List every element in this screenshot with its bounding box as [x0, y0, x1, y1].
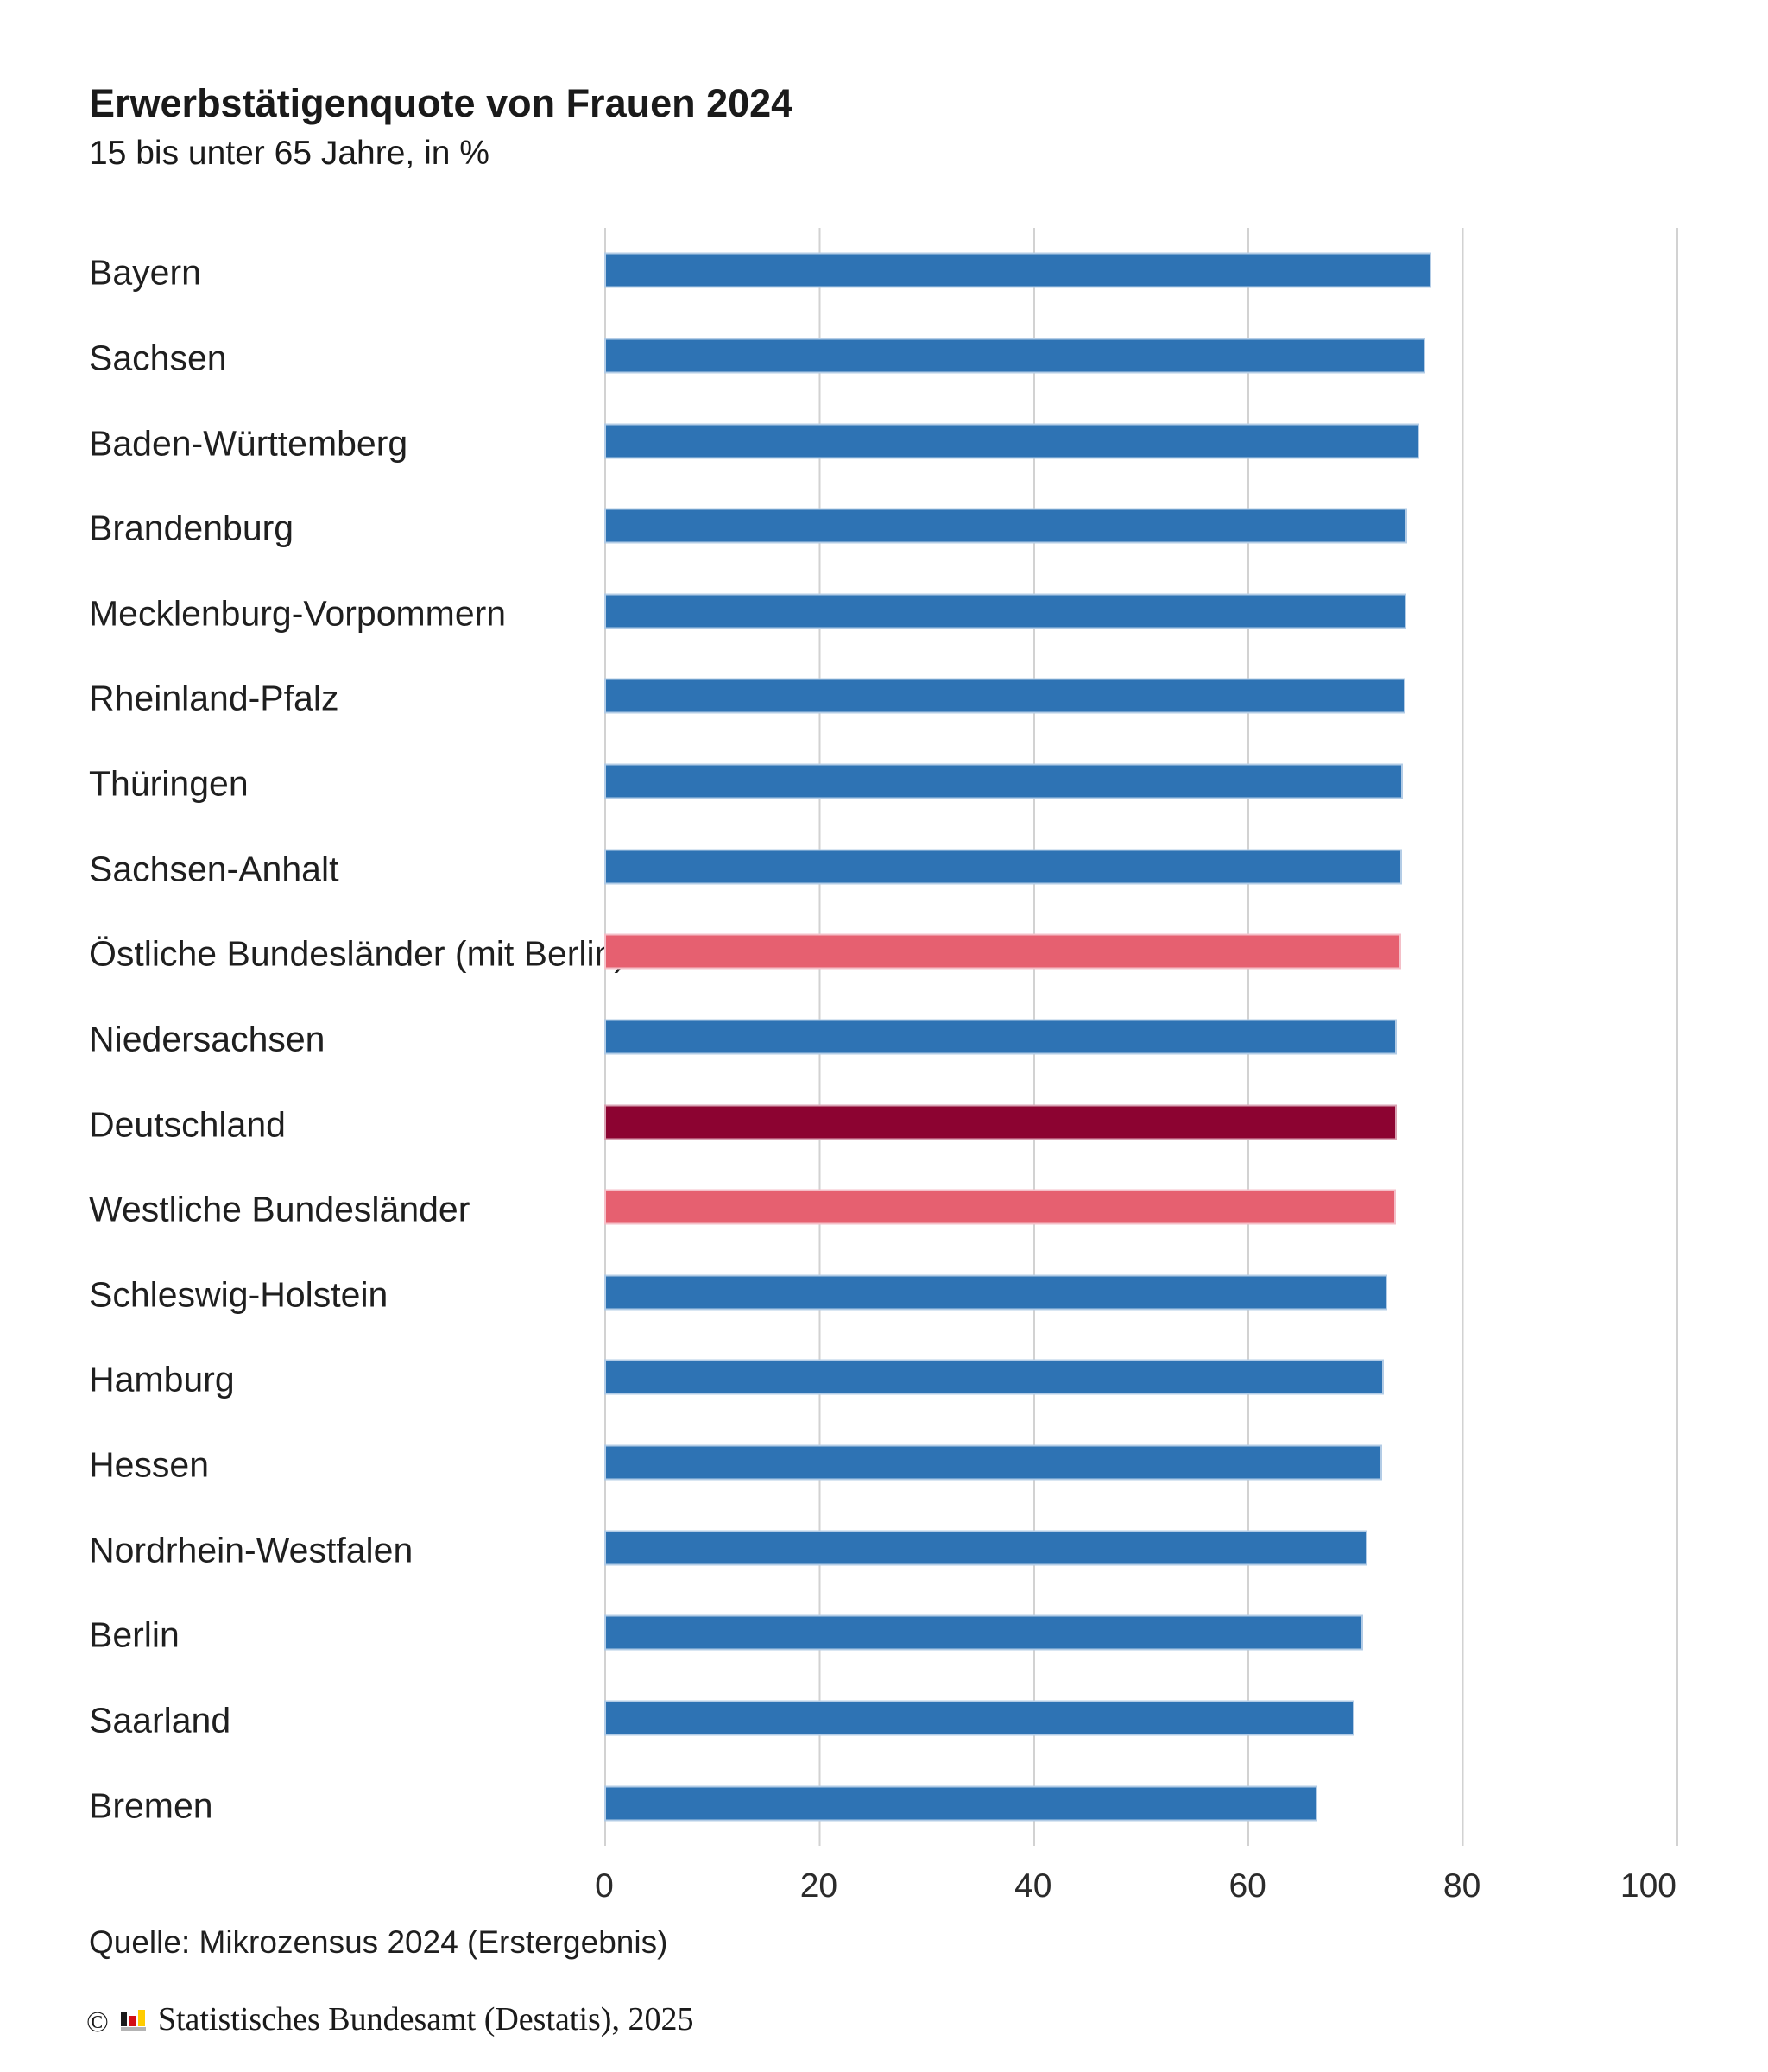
- bar-nordrhein-westfalen: [604, 1530, 1368, 1566]
- chart-row: Deutschland: [0, 1079, 1768, 1165]
- category-label: Schleswig-Holstein: [89, 1274, 388, 1315]
- chart-row: Mecklenburg-Vorpommern: [0, 569, 1768, 654]
- bar-östliche-bundesländer-mit-berlin-: [604, 933, 1401, 970]
- bar-hessen: [604, 1444, 1382, 1481]
- chart-row: Östliche Bundesländer (mit Berlin): [0, 909, 1768, 995]
- category-label: Saarland: [89, 1700, 231, 1740]
- logo-bar-black: [120, 2011, 127, 2026]
- category-label: Hamburg: [89, 1359, 235, 1399]
- destatis-logo-icon: [120, 2008, 146, 2031]
- chart-row: Sachsen-Anhalt: [0, 824, 1768, 909]
- chart-row: Nordrhein-Westfalen: [0, 1505, 1768, 1590]
- x-tick-label: 20: [799, 1867, 838, 1905]
- x-tick-label: 40: [1014, 1867, 1052, 1905]
- copyright-line: © Statistisches Bundesamt (Destatis), 20…: [86, 2001, 693, 2039]
- category-label: Westliche Bundesländer: [89, 1189, 470, 1229]
- bar-saarland: [604, 1700, 1355, 1736]
- x-tick-label: 60: [1228, 1867, 1266, 1905]
- logo-bar-yellow: [137, 2009, 145, 2026]
- copyright-text: Statistisches Bundesamt (Destatis), 2025: [157, 2001, 694, 2037]
- chart-row: Schleswig-Holstein: [0, 1250, 1768, 1336]
- x-tick-label: 100: [1620, 1867, 1676, 1905]
- category-label: Berlin: [89, 1614, 180, 1655]
- bar-sachsen-anhalt: [604, 849, 1402, 885]
- bar-thüringen: [604, 763, 1404, 799]
- bar-sachsen: [604, 338, 1426, 374]
- chart-row: Brandenburg: [0, 483, 1768, 569]
- category-label: Mecklenburg-Vorpommern: [89, 593, 507, 634]
- category-label: Östliche Bundesländer (mit Berlin): [89, 933, 627, 974]
- bar-berlin: [604, 1614, 1364, 1651]
- chart-row: Thüringen: [0, 739, 1768, 824]
- bar-brandenburg: [604, 508, 1408, 544]
- chart-row: Bremen: [0, 1760, 1768, 1846]
- bar-deutschland: [604, 1104, 1397, 1140]
- chart-row: Berlin: [0, 1590, 1768, 1676]
- category-label: Niedersachsen: [89, 1019, 325, 1059]
- x-tick-label: 80: [1443, 1867, 1481, 1905]
- category-label: Brandenburg: [89, 508, 294, 548]
- logo-bar-red: [129, 2015, 136, 2026]
- chart-row: Niedersachsen: [0, 995, 1768, 1080]
- bar-bayern: [604, 252, 1431, 288]
- chart-row: Hamburg: [0, 1335, 1768, 1420]
- chart-row: Hessen: [0, 1420, 1768, 1506]
- bar-baden-württemberg: [604, 423, 1419, 459]
- chart-row: Bayern: [0, 228, 1768, 313]
- chart-rows: Bayern Sachsen Baden-Württemberg Branden…: [0, 228, 1768, 1846]
- bar-chart: Bayern Sachsen Baden-Württemberg Branden…: [0, 228, 1768, 1846]
- category-label: Bayern: [89, 252, 201, 293]
- chart-row: Saarland: [0, 1676, 1768, 1761]
- copyright-symbol: ©: [86, 2006, 109, 2038]
- category-label: Rheinland-Pfalz: [89, 678, 339, 718]
- logo-base: [120, 2026, 146, 2031]
- category-label: Sachsen: [89, 338, 227, 378]
- category-label: Hessen: [89, 1444, 210, 1485]
- category-label: Deutschland: [89, 1104, 286, 1145]
- category-label: Nordrhein-Westfalen: [89, 1530, 414, 1570]
- bar-rheinland-pfalz: [604, 678, 1405, 714]
- bar-mecklenburg-vorpommern: [604, 593, 1406, 629]
- chart-subtitle: 15 bis unter 65 Jahre, in %: [89, 135, 489, 172]
- category-label: Thüringen: [89, 763, 249, 804]
- chart-row: Rheinland-Pfalz: [0, 654, 1768, 739]
- category-label: Sachsen-Anhalt: [89, 849, 339, 889]
- bar-bremen: [604, 1785, 1317, 1822]
- bar-schleswig-holstein: [604, 1274, 1387, 1311]
- bar-hamburg: [604, 1359, 1384, 1395]
- chart-title: Erwerbstätigenquote von Frauen 2024: [89, 81, 793, 125]
- source-note: Quelle: Mikrozensus 2024 (Erstergebnis): [89, 1924, 668, 1960]
- x-tick-label: 0: [595, 1867, 614, 1905]
- category-label: Bremen: [89, 1785, 213, 1826]
- bar-niedersachsen: [604, 1019, 1397, 1055]
- chart-row: Baden-Württemberg: [0, 398, 1768, 483]
- category-label: Baden-Württemberg: [89, 423, 408, 464]
- chart-row: Sachsen: [0, 313, 1768, 399]
- bar-westliche-bundesländer: [604, 1189, 1396, 1225]
- chart-row: Westliche Bundesländer: [0, 1165, 1768, 1250]
